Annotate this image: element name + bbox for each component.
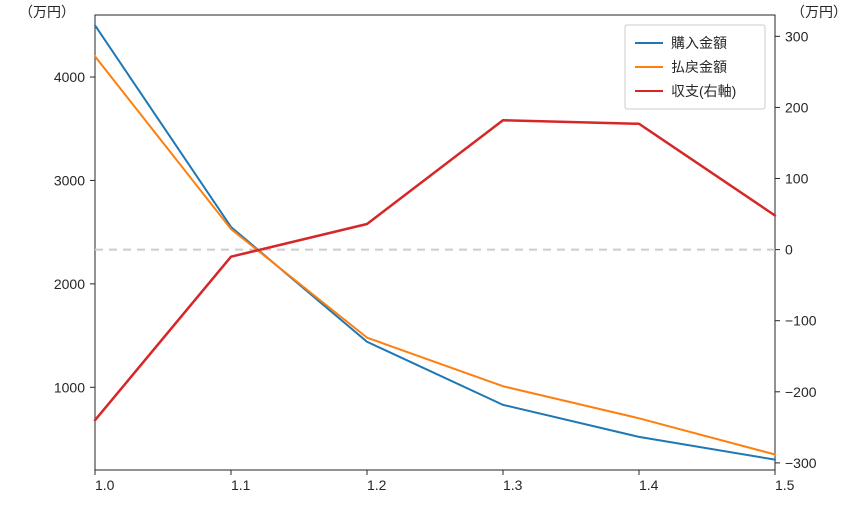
line-chart: 1.01.11.21.31.41.51000200030004000−300−2… [0,0,846,508]
y-right-tick-label: −300 [785,455,817,471]
y-left-tick-label: 4000 [54,69,85,85]
left-unit-label: （万円） [19,4,75,20]
x-tick-label: 1.3 [503,477,523,493]
legend: 購入金額払戻金額収支(右軸) [625,25,765,109]
x-tick-label: 1.0 [95,477,115,493]
x-tick-label: 1.1 [231,477,251,493]
chart-container: 1.01.11.21.31.41.51000200030004000−300−2… [0,0,846,508]
y-right-tick-label: 300 [785,28,809,44]
y-left-tick-label: 1000 [54,379,85,395]
y-left-tick-label: 3000 [54,172,85,188]
legend-label: 購入金額 [671,35,727,51]
right-unit-label: （万円） [791,4,846,20]
y-right-tick-label: 100 [785,171,809,187]
x-tick-label: 1.5 [775,477,795,493]
y-right-tick-label: 200 [785,99,809,115]
y-right-tick-label: 0 [785,242,793,258]
y-left-tick-label: 2000 [54,276,85,292]
legend-label: 収支(右軸) [671,83,736,99]
x-tick-label: 1.2 [367,477,387,493]
x-tick-label: 1.4 [639,477,659,493]
y-right-tick-label: −200 [785,384,817,400]
legend-label: 払戻金額 [671,59,727,75]
y-right-tick-label: −100 [785,313,817,329]
